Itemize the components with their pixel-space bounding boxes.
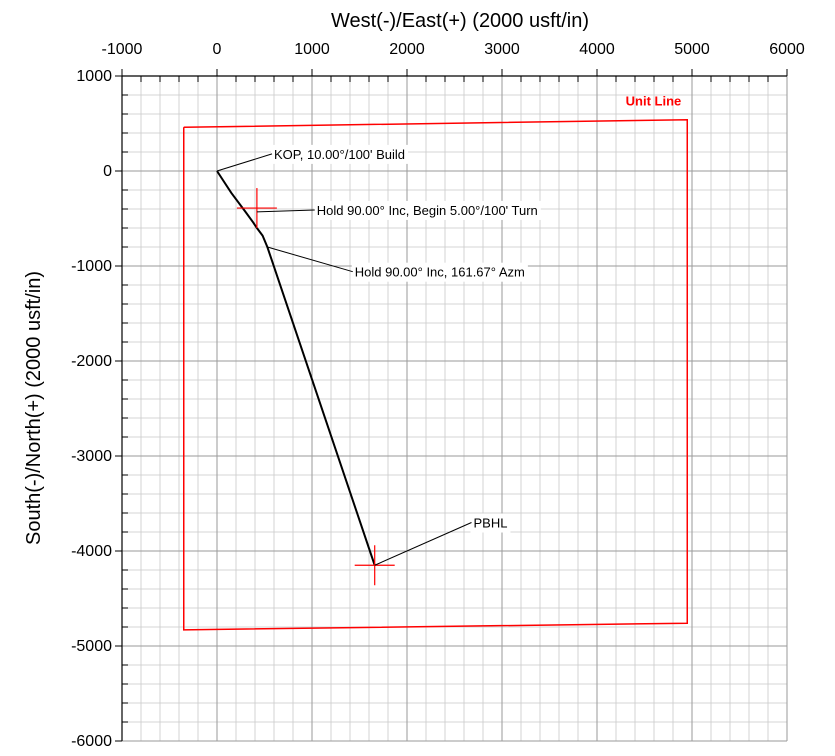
annotation-label-background <box>271 144 409 164</box>
x-tick-label: 4000 <box>579 41 615 58</box>
x-tick-label: 0 <box>213 41 222 58</box>
annotation-leader-line <box>267 246 353 273</box>
annotation-label: KOP, 10.00°/100' Build <box>274 147 405 162</box>
unit-line-boundary <box>183 118 688 631</box>
y-tick-label: -5000 <box>71 638 112 655</box>
annotation-label: Hold 90.00° Inc, 161.67° Azm <box>355 265 525 280</box>
unit-line-label: Unit Line <box>626 94 682 109</box>
annotation: Hold 90.00° Inc, Begin 5.00°/100' Turn <box>256 200 541 220</box>
annotations-group: KOP, 10.00°/100' Build Hold 90.00° Inc, B… <box>216 144 541 566</box>
annotation-leader-line <box>256 209 315 213</box>
y-tick-label: 1000 <box>76 68 112 85</box>
plot-background <box>122 76 787 741</box>
well-path-line <box>216 170 376 566</box>
x-tick-labels: -1000 0 1000 2000 3000 4000 5000 6000 <box>102 41 805 58</box>
annotation-label-background <box>470 513 511 533</box>
x-tick-label: 2000 <box>389 41 425 58</box>
annotation: PBHL <box>374 513 511 566</box>
annotation-label: PBHL <box>474 516 508 531</box>
x-tick-label: 6000 <box>769 41 805 58</box>
y-tick-label: 0 <box>103 163 112 180</box>
y-tick-label: -3000 <box>71 448 112 465</box>
annotation-leader-line <box>374 522 472 566</box>
x-tick-label: -1000 <box>102 41 143 58</box>
minor-grid <box>122 76 787 741</box>
annotation-label-background <box>313 200 541 220</box>
y-tick-label: -4000 <box>71 543 112 560</box>
axes <box>115 69 788 742</box>
x-tick-label: 3000 <box>484 41 520 58</box>
y-tick-labels: 1000 0 -1000 -2000 -3000 -4000 -5000 -6000 <box>71 68 112 750</box>
x-tick-label: 5000 <box>674 41 710 58</box>
y-tick-label: -1000 <box>71 258 112 275</box>
y-tick-label: -2000 <box>71 353 112 370</box>
annotation-label-background <box>351 262 528 282</box>
annotation-label: Hold 90.00° Inc, Begin 5.00°/100' Turn <box>317 203 538 218</box>
y-axis-title: South(-)/North(+) (2000 usft/in) <box>23 271 45 545</box>
x-tick-label: 1000 <box>294 41 330 58</box>
target-marker <box>236 188 277 229</box>
annotation-leader-line <box>216 153 273 172</box>
x-axis-title: West(-)/East(+) (2000 usft/in) <box>331 10 589 32</box>
annotation: KOP, 10.00°/100' Build <box>216 144 409 172</box>
unit-line-group: Unit Line <box>183 94 688 631</box>
y-tick-label: -6000 <box>71 733 112 750</box>
annotation: Hold 90.00° Inc, 161.67° Azm <box>267 246 528 282</box>
series-group <box>216 170 376 566</box>
plot-area <box>121 75 788 742</box>
